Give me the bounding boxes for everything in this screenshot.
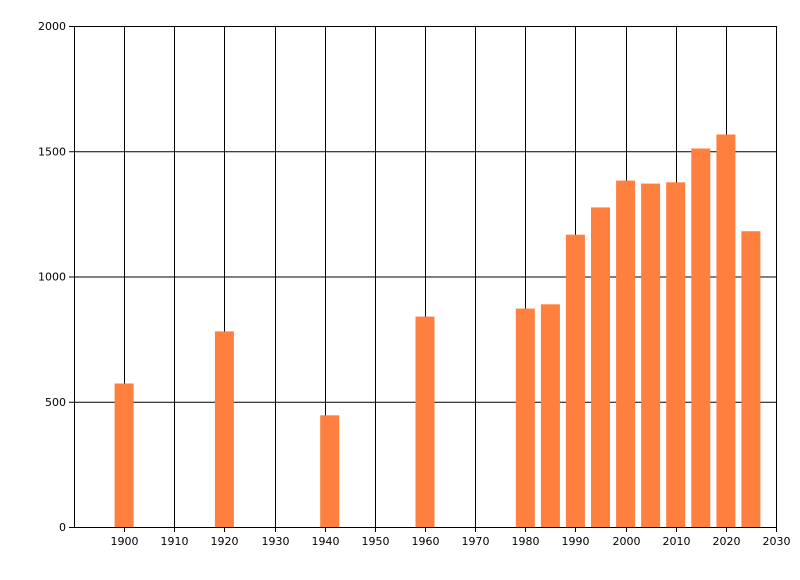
bar-1941 [320,415,340,527]
bar-1900 [114,383,134,527]
x-tick-label-1970: 1970 [462,535,490,548]
x-tick-label-1900: 1900 [111,535,139,548]
tick-labels: 0 500 1000 1500 2000 1900 1910 1920 1930 1940 1950… [38,20,791,548]
y-tick-label-0: 0 [59,521,66,534]
x-tick-label-2000: 2000 [613,535,641,548]
x-tick-label-2020: 2020 [713,535,741,548]
x-tick-label-2030: 2030 [763,535,791,548]
bar-2025 [741,231,761,527]
x-tick-label-1940: 1940 [312,535,340,548]
bar-2000 [616,180,636,527]
x-tick-label-2010: 2010 [663,535,691,548]
bar-1980 [515,308,535,527]
bar-1990 [565,234,585,527]
y-tick-label-2000: 2000 [38,20,66,33]
y-tick-label-1500: 1500 [38,145,66,158]
axes [69,26,777,532]
bar-1960 [415,316,435,527]
bar-1995 [591,207,610,527]
x-tick-label-1990: 1990 [562,535,590,548]
x-tick-label-1960: 1960 [412,535,440,548]
bar-2015 [691,148,711,527]
bar-2005 [641,183,661,527]
bar-1920 [214,331,234,527]
x-tick-label-1950: 1950 [362,535,390,548]
bar-2010 [666,182,686,528]
bars [114,134,761,528]
x-tick-label-1910: 1910 [161,535,189,548]
y-tick-label-500: 500 [45,396,66,409]
x-tick-label-1920: 1920 [211,535,239,548]
x-tick-label-1930: 1930 [262,535,290,548]
y-tick-label-1000: 1000 [38,271,66,284]
x-tick-label-1980: 1980 [512,535,540,548]
bar-1985 [540,304,560,527]
bar-2020 [716,134,736,527]
